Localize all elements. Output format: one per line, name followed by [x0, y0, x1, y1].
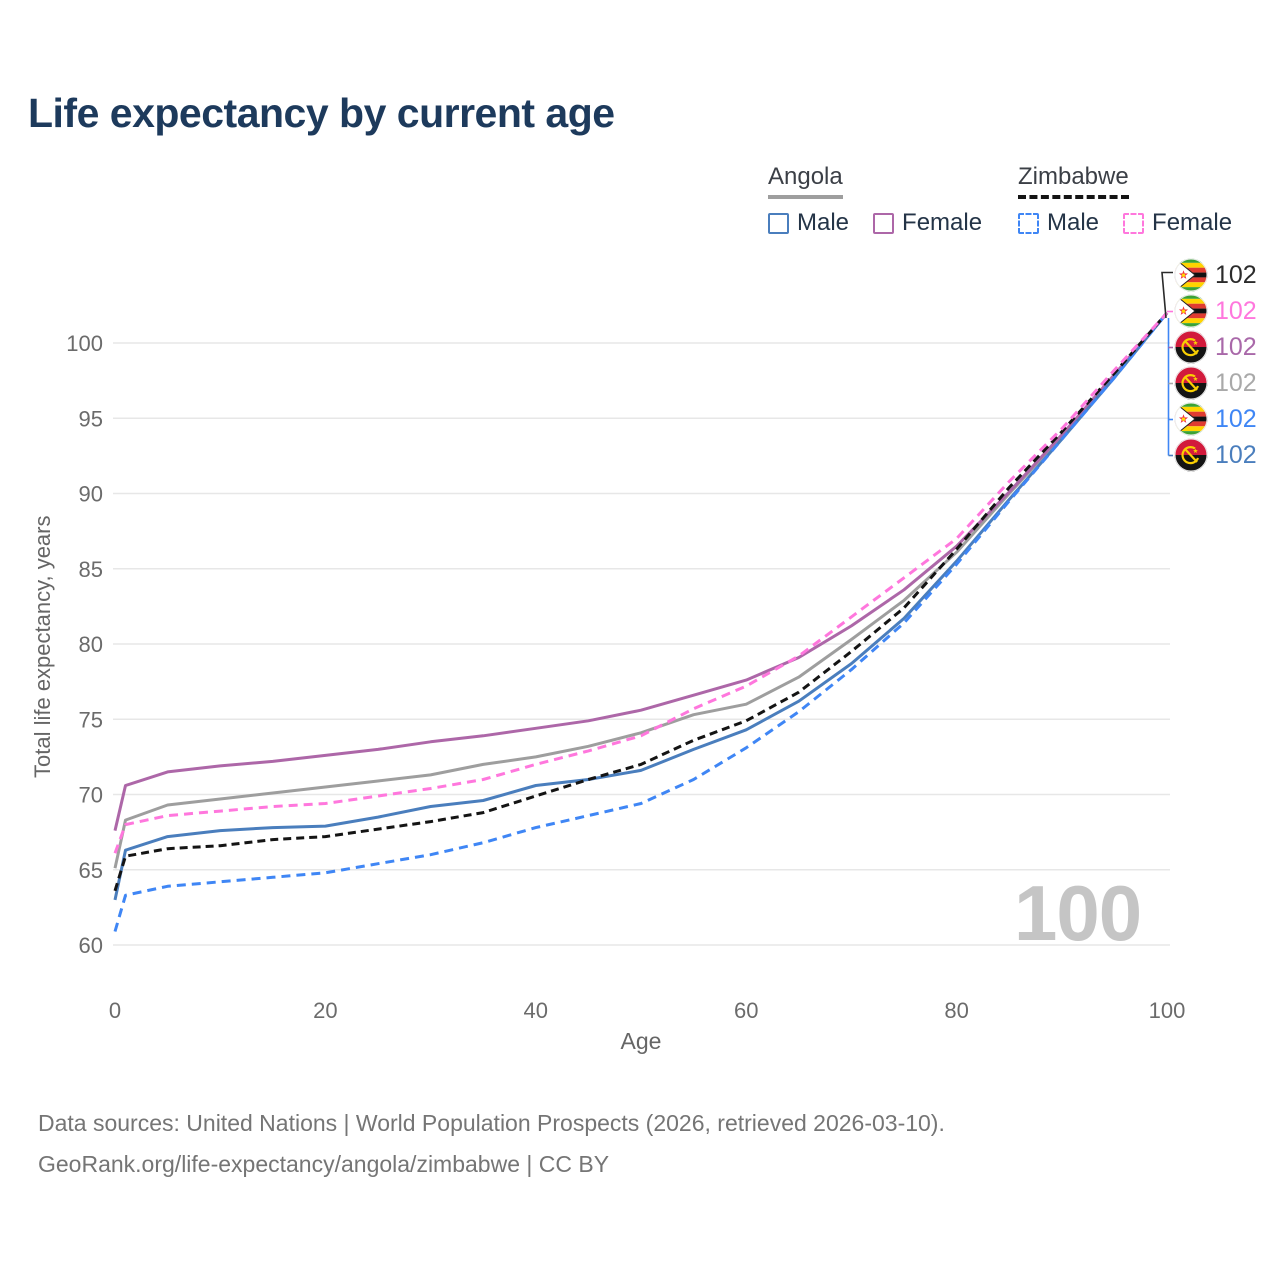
series-line-zimbabwe-both-sexes[interactable] [113, 311, 1169, 892]
legend-label-angola-male: Male [797, 209, 850, 236]
zimbabwe-male-swatch-icon [1018, 212, 1039, 234]
zimbabwe-flag-icon [1174, 402, 1208, 436]
legend-items-zimbabwe: Male Female [1018, 209, 1232, 237]
angola-flag-icon [1174, 330, 1208, 364]
end-value-zimbabwe-female: 102 [1215, 296, 1257, 325]
legend-label-zimbabwe-male: Male [1047, 209, 1100, 236]
x-tick-label-0: 0 [109, 998, 121, 1023]
legend-item-zimbabwe-female[interactable]: Female [1123, 209, 1232, 237]
footer-attribution: GeoRank.org/life-expectancy/angola/zimba… [38, 1151, 610, 1177]
series-line-angola-both-sexes[interactable] [113, 311, 1169, 869]
end-value-angola-both: 102 [1215, 368, 1257, 397]
legend-item-angola-female[interactable]: Female [873, 209, 982, 237]
end-label-row-angola-male[interactable]: 102 [1174, 437, 1257, 473]
angola-flag-icon [1174, 438, 1208, 472]
y-tick-label-90: 90 [79, 482, 103, 507]
age-watermark: 100 [1014, 869, 1142, 957]
legend-item-zimbabwe-male[interactable]: Male [1018, 209, 1099, 237]
series-line-angola-female[interactable] [113, 311, 1169, 831]
series-line-angola-male[interactable] [113, 311, 1169, 901]
y-tick-label-75: 75 [79, 707, 103, 732]
y-tick-label-85: 85 [79, 557, 103, 582]
end-value-zimbabwe-both: 102 [1215, 260, 1257, 289]
y-tick-label-60: 60 [79, 933, 103, 958]
end-label-row-zimbabwe-male[interactable]: 102 [1174, 401, 1257, 437]
zimbabwe-flag-icon [1174, 258, 1208, 292]
x-tick-label-20: 20 [313, 998, 337, 1023]
page-title: Life expectancy by current age [28, 90, 615, 136]
zimbabwe-flag-icon [1174, 294, 1208, 328]
y-tick-label-70: 70 [79, 783, 103, 808]
x-tick-label-100: 100 [1149, 998, 1186, 1023]
angola-male-swatch-icon [768, 212, 789, 234]
end-label-row-angola-female[interactable]: 102 [1174, 329, 1257, 365]
y-tick-label-100: 100 [66, 331, 103, 356]
legend-items-angola: Male Female [768, 209, 982, 237]
y-tick-label-65: 65 [79, 858, 103, 883]
end-labels: 102 102 102 102 102 [1174, 257, 1257, 473]
end-label-row-zimbabwe-both[interactable]: 102 [1174, 257, 1257, 293]
end-value-zimbabwe-male: 102 [1215, 404, 1257, 433]
angola-flag-icon [1174, 366, 1208, 400]
legend-group-zimbabwe: Zimbabwe Male Female [1018, 163, 1232, 237]
x-tick-label-60: 60 [734, 998, 758, 1023]
angola-female-swatch-icon [873, 212, 895, 234]
series-line-zimbabwe-female[interactable] [113, 311, 1169, 854]
end-value-angola-female: 102 [1215, 332, 1257, 361]
legend-label-angola-female: Female [902, 209, 983, 236]
leader-line-0 [1161, 271, 1173, 319]
legend-item-angola-male[interactable]: Male [768, 209, 849, 237]
footer-data-sources: Data sources: United Nations | World Pop… [38, 1110, 945, 1136]
x-axis-title: Age [620, 1028, 662, 1054]
end-label-row-angola-both[interactable]: 102 [1174, 365, 1257, 401]
x-tick-label-80: 80 [944, 998, 968, 1023]
y-tick-label-80: 80 [79, 632, 103, 657]
zimbabwe-female-swatch-icon [1123, 212, 1145, 234]
legend-label-zimbabwe-female: Female [1152, 209, 1233, 236]
legend-country-angola[interactable]: Angola [768, 163, 843, 199]
y-tick-label-95: 95 [79, 406, 103, 431]
end-value-angola-male: 102 [1215, 440, 1257, 469]
x-tick-label-40: 40 [524, 998, 548, 1023]
legend-country-zimbabwe[interactable]: Zimbabwe [1018, 163, 1129, 199]
end-label-row-zimbabwe-female[interactable]: 102 [1174, 293, 1257, 329]
legend-group-angola: Angola Male Female [768, 163, 982, 237]
